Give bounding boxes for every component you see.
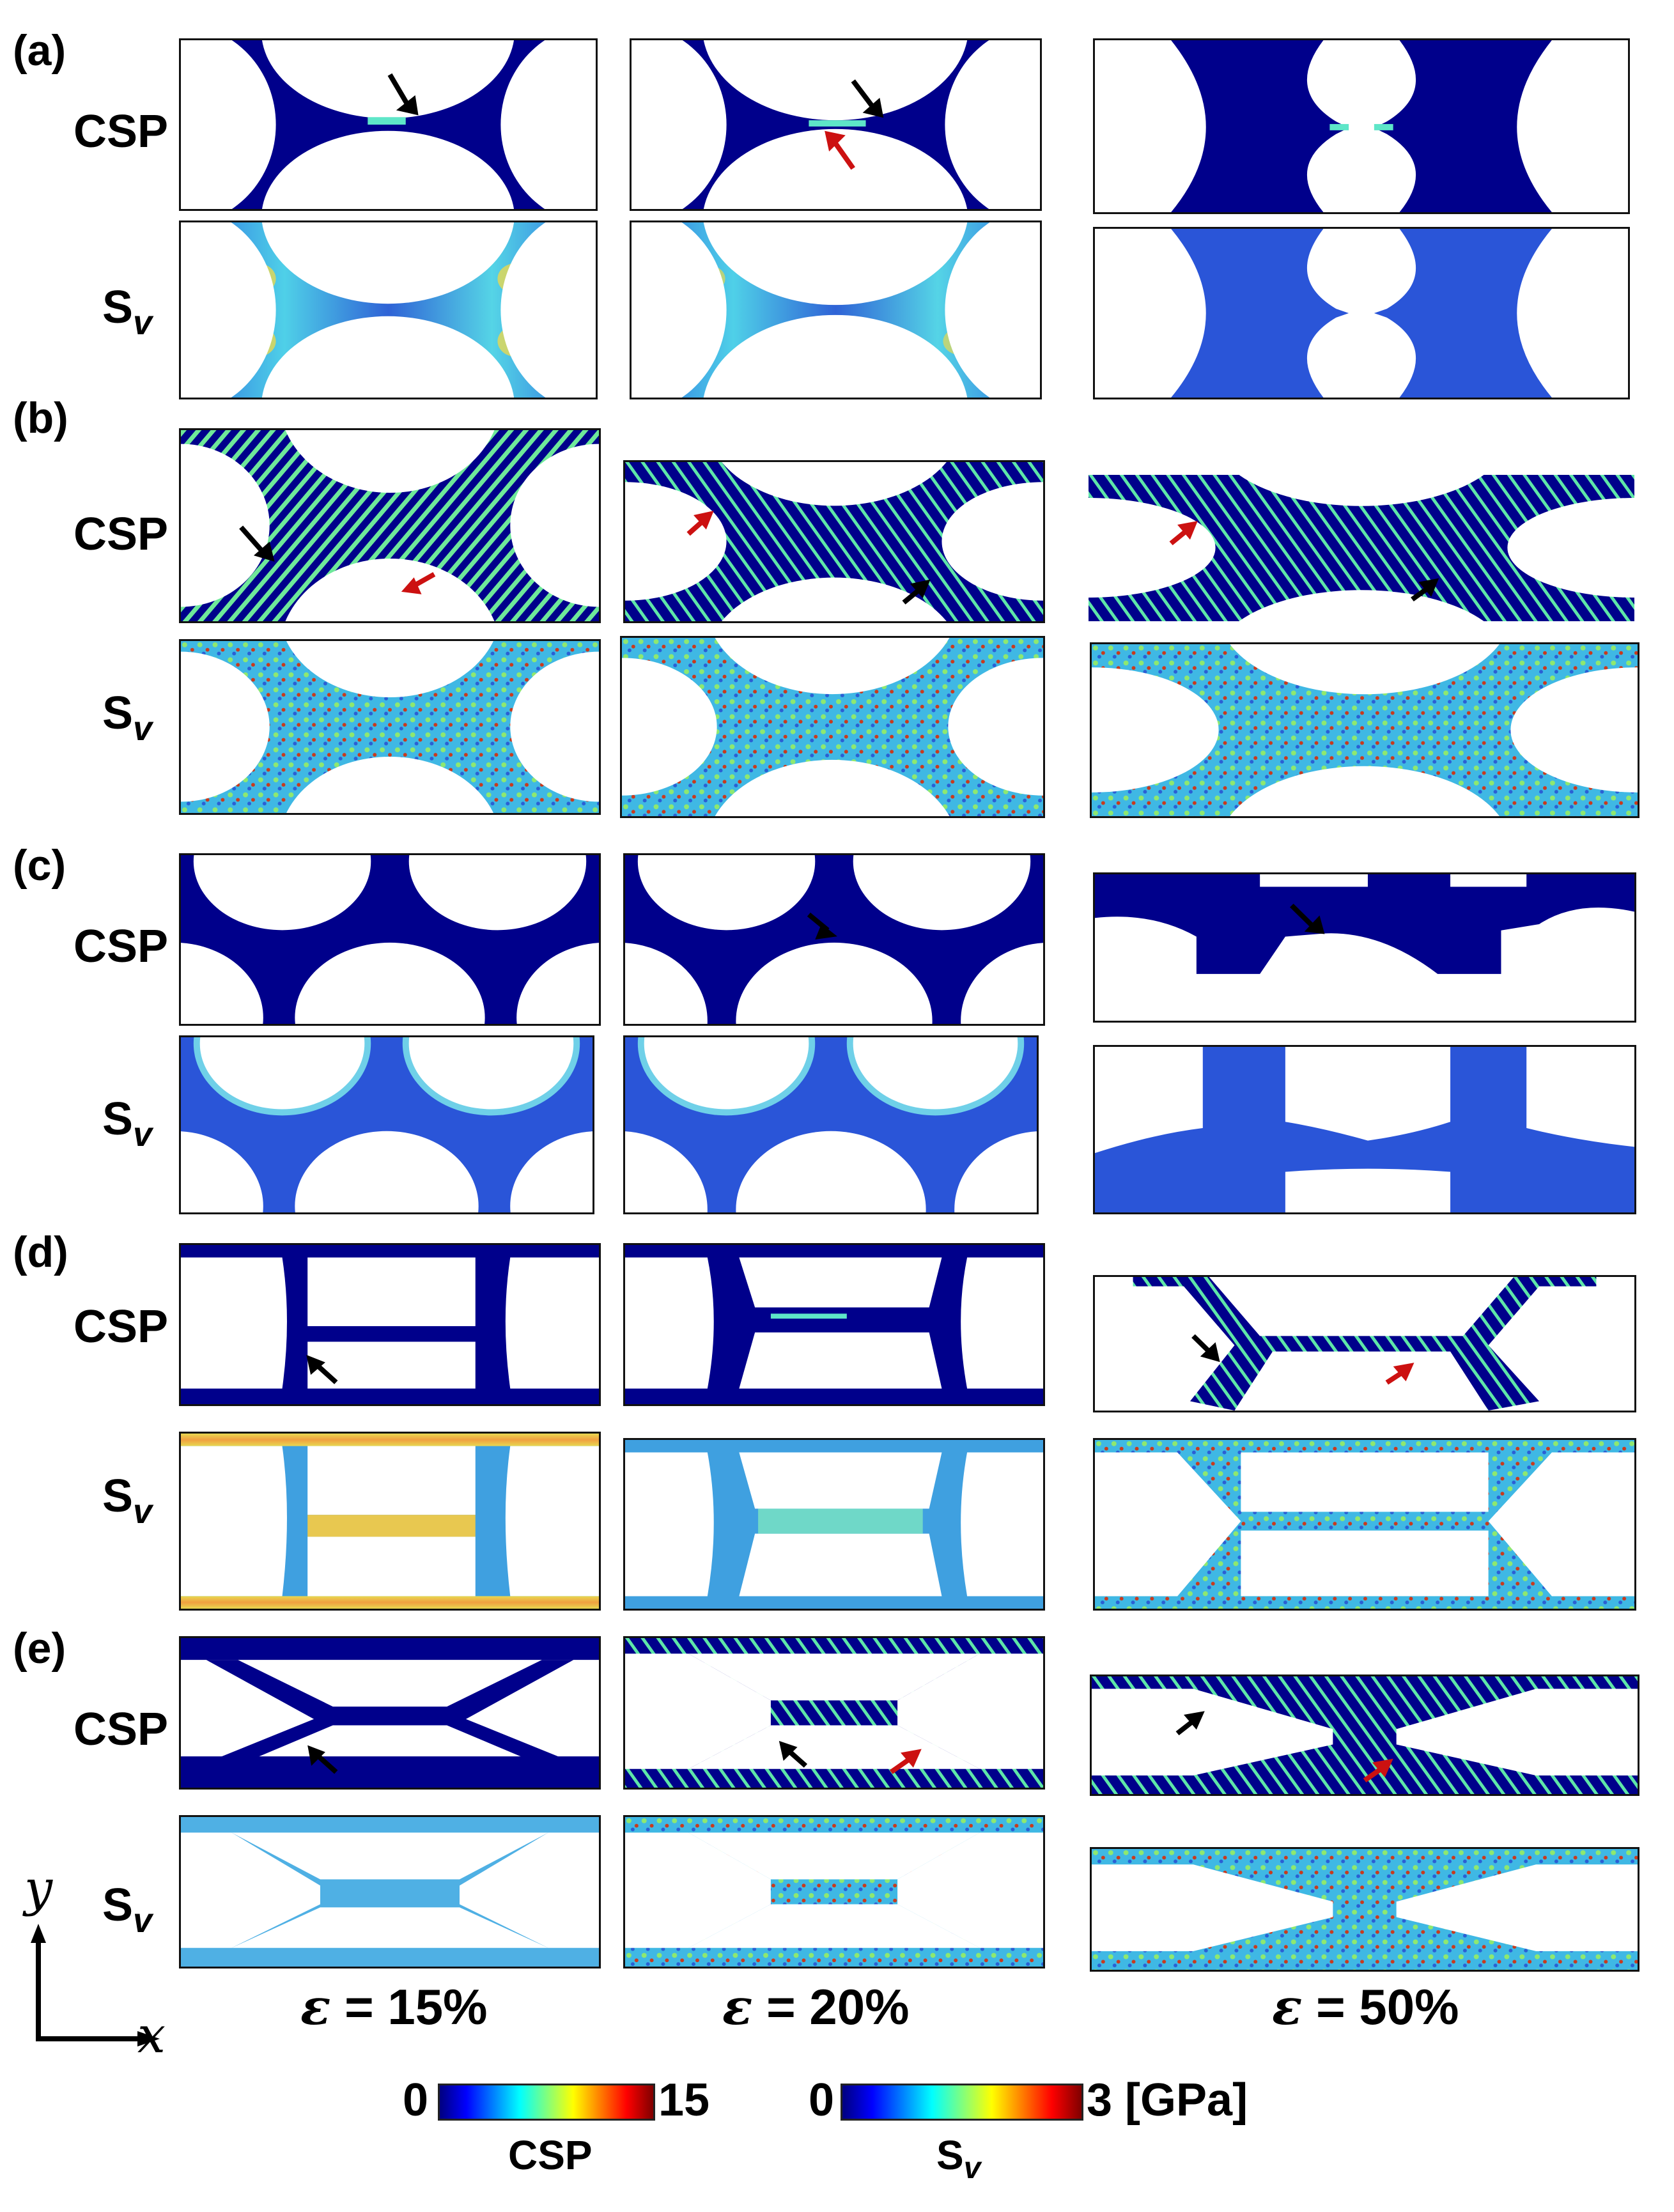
axis-indicator bbox=[31, 1924, 160, 2046]
panel-c-csp-strain50 bbox=[1093, 872, 1636, 1023]
panel-a-sv-strain15 bbox=[179, 220, 598, 399]
row-label-csp-a: CSP bbox=[74, 106, 169, 157]
panel-d-csp-strain15 bbox=[179, 1243, 601, 1406]
panel-e-sv-strain50 bbox=[1090, 1847, 1639, 1972]
row-label-csp-d: CSP bbox=[74, 1301, 169, 1352]
colorbar-sv-name: Sv bbox=[936, 2132, 981, 2185]
panel-c-csp-strain15 bbox=[179, 853, 601, 1026]
panel-a-sv-strain50 bbox=[1093, 227, 1630, 399]
panel-a-csp-strain50 bbox=[1093, 38, 1630, 214]
axis-label-y: y bbox=[24, 1860, 53, 1917]
panel-b-sv-strain15 bbox=[179, 639, 601, 815]
panel-e-sv-strain20 bbox=[623, 1815, 1045, 1968]
row-label-sv-e: Sv bbox=[102, 1880, 153, 1940]
panel-letter-e: (e) bbox=[13, 1624, 66, 1673]
panel-letter-a: (a) bbox=[13, 26, 66, 75]
panel-d-sv-strain20 bbox=[623, 1438, 1045, 1611]
panel-a-csp-strain15 bbox=[179, 38, 598, 211]
panel-e-csp-strain50 bbox=[1090, 1674, 1639, 1796]
panel-a-sv-strain20 bbox=[630, 220, 1042, 399]
strain-label-20: ε = 20% bbox=[722, 1978, 910, 2036]
row-label-sv-b: Sv bbox=[102, 688, 153, 748]
panel-b-sv-strain20 bbox=[620, 636, 1045, 818]
colorbar-csp-name: CSP bbox=[508, 2132, 593, 2178]
panel-e-sv-strain15 bbox=[179, 1815, 601, 1968]
panel-c-sv-strain50 bbox=[1093, 1045, 1636, 1214]
row-label-sv-c: Sv bbox=[102, 1094, 153, 1154]
panel-c-sv-strain15 bbox=[179, 1035, 594, 1214]
panel-b-csp-strain20 bbox=[623, 460, 1045, 623]
panel-letter-d: (d) bbox=[13, 1228, 68, 1276]
panel-c-sv-strain20 bbox=[623, 1035, 1039, 1214]
colorbar-csp bbox=[438, 2084, 655, 2121]
panel-e-csp-strain20 bbox=[623, 1636, 1045, 1790]
panel-b-sv-strain50 bbox=[1090, 642, 1639, 818]
colorbar-csp-min: 0 bbox=[403, 2075, 429, 2126]
panel-letter-c: (c) bbox=[13, 841, 66, 890]
row-label-sv-a: Sv bbox=[102, 282, 153, 342]
row-label-csp-b: CSP bbox=[74, 509, 169, 560]
colorbar-csp-max: 15 bbox=[658, 2075, 710, 2126]
panel-d-sv-strain15 bbox=[179, 1432, 601, 1611]
colorbar-sv-max: 3 [GPa] bbox=[1087, 2075, 1248, 2126]
panel-d-csp-strain20 bbox=[623, 1243, 1045, 1406]
panel-b-csp-strain50 bbox=[1087, 473, 1636, 623]
colorbar-sv-min: 0 bbox=[809, 2075, 835, 2126]
axis-label-x: x bbox=[137, 2007, 166, 2064]
row-label-sv-d: Sv bbox=[102, 1471, 153, 1531]
strain-label-50: ε = 50% bbox=[1272, 1978, 1459, 2036]
panel-a-csp-strain20 bbox=[630, 38, 1042, 211]
panel-d-sv-strain50 bbox=[1093, 1438, 1636, 1611]
panel-b-csp-strain15 bbox=[179, 428, 601, 623]
panel-letter-b: (b) bbox=[13, 394, 68, 442]
row-label-csp-c: CSP bbox=[74, 921, 169, 972]
strain-label-15: ε = 15% bbox=[300, 1978, 488, 2036]
colorbar-sv bbox=[841, 2084, 1083, 2121]
panel-d-csp-strain50 bbox=[1093, 1275, 1636, 1412]
row-label-csp-e: CSP bbox=[74, 1704, 169, 1755]
panel-e-csp-strain15 bbox=[179, 1636, 601, 1790]
panel-c-csp-strain20 bbox=[623, 853, 1045, 1026]
